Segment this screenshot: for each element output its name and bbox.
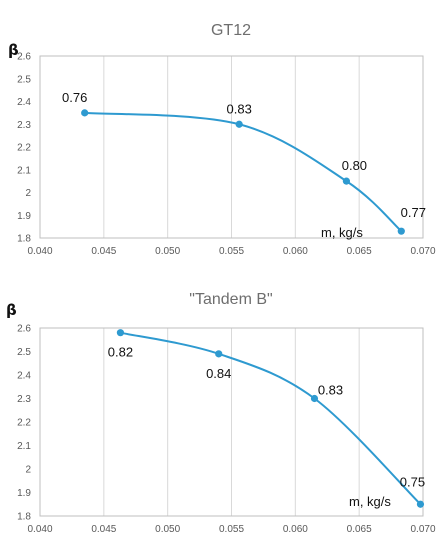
plot-area-frame	[39, 55, 424, 239]
data-label: 0.83	[318, 383, 343, 398]
data-label: 0.76	[62, 90, 87, 105]
x-tick-label: 0.065	[347, 246, 372, 257]
y-tick-label: 2.3	[17, 120, 31, 131]
data-label: 0.84	[206, 366, 231, 381]
y-tick-label: 2.4	[17, 371, 31, 382]
y-tick-label: 1.9	[17, 488, 31, 499]
y-tick-label: 2	[25, 465, 31, 476]
y-tick-label: 2.6	[17, 324, 31, 335]
series-line	[84, 111, 402, 232]
x-tick-label: 0.055	[219, 524, 244, 535]
y-tick-label: 2.2	[17, 418, 31, 429]
data-point	[310, 394, 319, 403]
y-tick-label: 2	[25, 188, 31, 199]
y-tick-label: 2.4	[17, 97, 31, 108]
x-tick-label: 0.045	[91, 246, 116, 257]
x-tick-label: 0.055	[219, 246, 244, 257]
chart-panel-tandem-b: 0.040 0.045 0.050 0.055 0.060 0.065 0.070 1.8 1.…	[0, 282, 447, 550]
y-tick-label: 1.8	[17, 512, 31, 523]
x-tick-label: 0.050	[155, 524, 180, 535]
chart-panel-gt12: 0.040 0.045 0.050 0.055 0.060 0.065 0.070 1.8 1.…	[0, 0, 447, 272]
data-label: 0.75	[400, 474, 425, 489]
y-tick-label: 2.3	[17, 394, 31, 405]
x-tick-label: 0.050	[155, 246, 180, 257]
data-label: 0.80	[342, 158, 367, 173]
x-tick-label: 0.070	[410, 524, 435, 535]
x-tick-label: 0.065	[347, 524, 372, 535]
chart-gt12: 0.040 0.045 0.050 0.055 0.060 0.065 0.070 1.8 1.…	[8, 22, 436, 257]
y-tick-label: 1.8	[17, 234, 31, 245]
x-axis-label: m, kg/s	[349, 494, 391, 509]
data-point	[235, 120, 243, 128]
y-tick-label: 2.6	[17, 52, 31, 63]
x-tick-label: 0.040	[27, 524, 52, 535]
data-label: 0.83	[227, 101, 252, 116]
x-tick-label: 0.045	[91, 524, 116, 535]
y-tick-label: 2.5	[17, 74, 31, 85]
x-tick-label: 0.070	[410, 246, 435, 257]
data-point	[397, 227, 405, 235]
y-tick-label: 1.9	[17, 211, 31, 222]
data-point	[215, 350, 223, 358]
y-axis-label: β	[6, 301, 17, 319]
series-line	[120, 331, 422, 505]
y-tick-label: 2.1	[17, 441, 31, 452]
x-tick-label: 0.060	[283, 524, 308, 535]
data-label: 0.77	[401, 205, 426, 220]
data-label: 0.82	[108, 345, 133, 360]
x-tick-label: 0.040	[27, 246, 52, 257]
plot-area-frame	[39, 327, 424, 517]
data-point	[81, 109, 89, 117]
data-point	[342, 177, 350, 185]
chart-title: GT12	[211, 22, 251, 39]
y-tick-label: 2.2	[17, 143, 31, 154]
x-tick-label: 0.060	[283, 246, 308, 257]
data-point	[416, 500, 425, 508]
y-tick-label: 2.5	[17, 347, 31, 358]
x-axis-label: m, kg/s	[321, 225, 363, 240]
chart-title: "Tandem B"	[189, 291, 272, 308]
y-tick-label: 2.1	[17, 165, 31, 176]
chart-tandem-b: 0.040 0.045 0.050 0.055 0.060 0.065 0.070 1.8 1.…	[6, 291, 436, 535]
y-axis-label: β	[8, 41, 19, 59]
data-point	[116, 329, 125, 337]
